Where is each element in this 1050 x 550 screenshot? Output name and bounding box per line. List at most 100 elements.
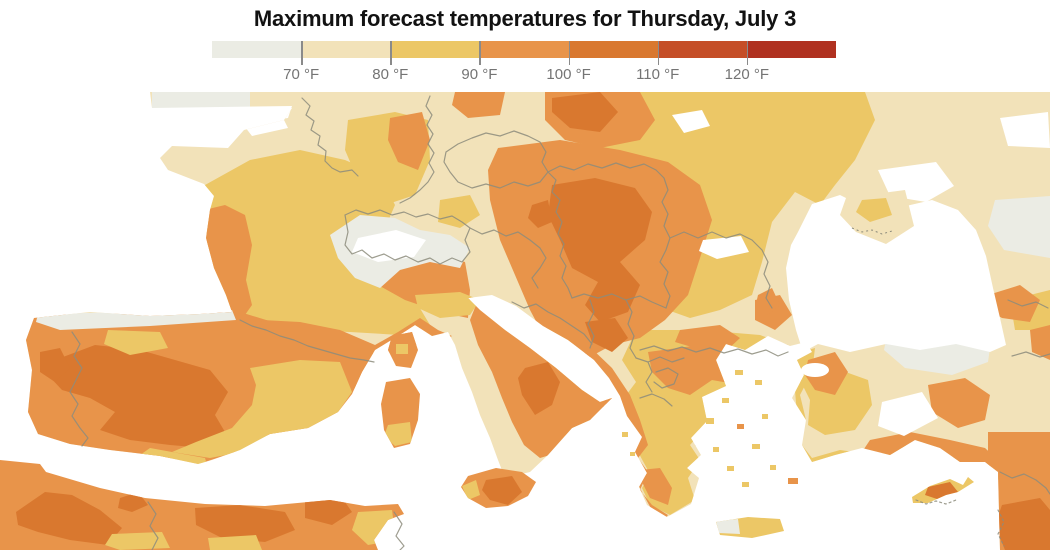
legend-segment [212, 41, 302, 58]
border-portugal [69, 331, 89, 447]
legend: 70 °F 80 °F 90 °F 100 °F 110 °F 120 °F [212, 41, 836, 83]
patch-spain-se-yellow [172, 360, 352, 458]
patch-sicily-dark [482, 476, 522, 505]
island-dot [622, 432, 628, 437]
patch-iberia-core-dark [48, 345, 228, 448]
border-benelux [301, 97, 359, 177]
patch-pannonia-core-dark [548, 178, 652, 322]
legend-tick-label: 70 °F [283, 66, 320, 83]
patch-russia-white [1000, 112, 1050, 148]
border-morocco-algeria [147, 501, 159, 550]
legend-tick-label: 80 °F [372, 66, 409, 83]
patch-north-spain-gray [36, 310, 236, 330]
border-cyprus-dotted [915, 499, 957, 505]
patch-corsica-yellow [396, 344, 408, 354]
border-switzerland [344, 209, 471, 265]
patch-anatolia-orange [928, 378, 990, 428]
border-turkey-syria [999, 471, 1050, 495]
island-dot [706, 418, 714, 424]
patch-carpathia-white [699, 236, 749, 259]
aegean-islands [622, 370, 798, 487]
island-dot [722, 398, 729, 403]
border-slovakia [547, 162, 671, 309]
region-crimea [840, 190, 914, 244]
island-dot [770, 465, 776, 470]
border-serbia-west [587, 299, 595, 349]
patch-caucasus-orange [1030, 325, 1050, 360]
sea-black-sea [786, 195, 1006, 352]
patch-adriatic-coast-orange [580, 362, 668, 525]
border-serbia-east [625, 299, 637, 359]
patch-france-yellow [198, 150, 430, 335]
page-title: Maximum forecast temperatures for Thursd… [253, 6, 797, 31]
patch-algeria-dark [195, 505, 295, 542]
legend-tick [657, 41, 660, 65]
patch-morocco-dark [16, 492, 122, 545]
border-caucasus2 [1011, 351, 1050, 358]
legend-segment [390, 41, 480, 58]
patch-vienna-dark [528, 200, 552, 228]
island-dot [713, 447, 719, 452]
legend-tick [390, 41, 392, 65]
sea-marmara [801, 363, 829, 377]
legend-segment [568, 41, 658, 58]
island-dot [727, 466, 734, 471]
patch-czech-dark [552, 92, 618, 132]
patch-poland-white [672, 110, 710, 133]
patch-africa-yellow1 [105, 532, 170, 550]
island-dot [735, 370, 743, 375]
island-dot [752, 444, 760, 449]
patch-sicily-yellow [462, 480, 480, 500]
border-hungary-south [571, 293, 667, 309]
island-dot [762, 414, 768, 419]
border-kosovo [653, 367, 679, 389]
legend-tick [746, 41, 749, 65]
patch-sardinia-yellow [384, 422, 412, 446]
island-dot [737, 424, 744, 429]
patch-saxony-orange [452, 92, 505, 118]
legend-segment [479, 41, 569, 58]
border-austria-hungary [547, 171, 573, 299]
border-romania-north [669, 231, 773, 309]
legend-tick-label: 100 °F [546, 66, 591, 83]
legend-tick [479, 41, 481, 65]
border-rhine [399, 95, 435, 204]
island-dot [630, 452, 635, 456]
patch-england-gray [152, 92, 250, 108]
legend-tick [568, 41, 571, 65]
patch-africa-yellow2 [208, 535, 262, 550]
border-crimea-dotted [851, 227, 893, 235]
legend-tick-label: 110 °F [636, 66, 680, 83]
island-dot [755, 380, 762, 385]
legend-tick-label: 120 °F [724, 66, 770, 83]
border-albania [645, 361, 653, 393]
border-levant-dotted [997, 509, 1005, 547]
border-caucasus1 [1007, 299, 1049, 309]
patch-bavaria-yellow [438, 195, 480, 228]
border-italy-austria [469, 227, 547, 289]
border-danube-bulgaria [639, 345, 789, 357]
legend-tick [301, 41, 303, 65]
border-algeria-tunisia [393, 511, 405, 550]
border-pyrenees [239, 319, 375, 363]
patch-russia-gray [988, 196, 1050, 258]
patch-bulgaria-orange [675, 325, 740, 352]
legend-segment [657, 41, 747, 58]
patch-south-italy-dark [518, 362, 560, 415]
patch-po-valley-yellow [415, 292, 480, 318]
island-rhodes [788, 478, 798, 484]
patch-portugal-dark [40, 348, 70, 382]
patch-morocco-dark2 [118, 492, 148, 512]
legend-segment [746, 41, 836, 58]
island-dot [742, 482, 749, 487]
europe-map-svg [0, 92, 1050, 550]
patch-riviera-orange [258, 318, 452, 408]
patch-peloponnese-orange [640, 468, 672, 505]
patch-ebro-yellow [104, 330, 168, 355]
border-greece-albania [639, 393, 673, 407]
temperature-map [0, 92, 1050, 550]
patch-crete-gray [716, 519, 740, 534]
legend-bar [212, 41, 836, 58]
patch-syria-dark [995, 498, 1050, 550]
crimea-yellow [856, 198, 892, 222]
